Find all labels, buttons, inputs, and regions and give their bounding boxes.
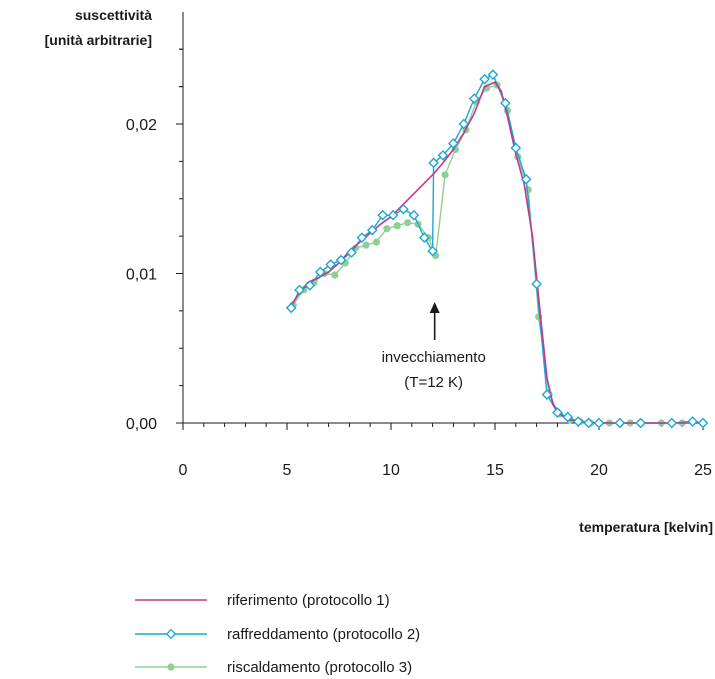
x-tick-labels: 0 5 10 15 20 25 (179, 462, 712, 479)
legend-swatch-marker (165, 628, 177, 640)
data-point (593, 417, 605, 429)
data-point (458, 118, 470, 130)
data-point (697, 417, 709, 429)
series-2 (285, 69, 709, 429)
data-point (419, 232, 430, 243)
data-point (468, 93, 480, 104)
y-tick-labels: 0,00 0,01 0,02 (126, 117, 157, 433)
y-axis-title-line2: [unità arbitrarie] (45, 32, 152, 48)
data-point (441, 171, 449, 179)
x-tick-label: 5 (283, 462, 292, 479)
y-tick-label: 0,01 (126, 267, 157, 284)
data-point (325, 259, 336, 270)
legend-swatch-marker (167, 663, 175, 671)
data-point (427, 245, 438, 257)
data-point (387, 209, 399, 221)
y-axis-title-line1: suscettività (75, 7, 152, 23)
data-point (404, 219, 412, 227)
data-point (393, 222, 401, 230)
data-point (408, 209, 420, 221)
annotation-line2: (T=12 K) (404, 374, 463, 391)
data-point (285, 302, 297, 314)
data-point (541, 389, 553, 400)
data-point (377, 209, 388, 221)
legend-label: riferimento (protocollo 1) (227, 592, 390, 609)
data-point (383, 225, 391, 233)
data-point (367, 224, 378, 236)
data-point (356, 232, 368, 243)
data-point (614, 417, 626, 429)
data-point (346, 247, 357, 258)
data-point (479, 73, 490, 85)
legend-item-3: riscaldamento (protocollo 3) (135, 659, 412, 676)
data-point (500, 97, 511, 109)
series-2-markers (285, 69, 709, 429)
data-point (687, 416, 698, 427)
data-point (398, 203, 409, 215)
legend: riferimento (protocollo 1) raffreddamento… (135, 592, 420, 676)
data-point (315, 266, 326, 278)
data-point (304, 280, 316, 291)
data-point (520, 174, 532, 185)
data-point (372, 238, 381, 246)
legend-label: raffreddamento (protocollo 2) (227, 626, 420, 643)
data-point (487, 69, 499, 80)
y-tick-label: 0,00 (126, 416, 157, 433)
data-point (562, 411, 574, 423)
legend-label: riscaldamento (protocollo 3) (227, 659, 412, 676)
legend-item-2: raffreddamento (protocollo 2) (135, 626, 420, 643)
data-point (448, 138, 459, 149)
x-tick-label: 0 (179, 462, 188, 479)
series-layer (285, 69, 709, 429)
x-axis-title: temperatura [kelvin] (579, 519, 713, 535)
x-tick-label: 15 (486, 462, 504, 479)
axes (176, 12, 707, 430)
data-point (531, 278, 542, 290)
data-point (552, 407, 563, 418)
y-tick-label: 0,02 (126, 117, 157, 134)
data-point (572, 416, 584, 427)
data-point (294, 284, 305, 296)
legend-item-1: riferimento (protocollo 1) (135, 592, 390, 609)
data-point (583, 417, 594, 429)
data-point (635, 417, 646, 429)
annotation-line1: invecchiamento (382, 349, 486, 366)
data-point (510, 142, 522, 154)
data-point (362, 241, 370, 249)
annotation-arrow-head (429, 302, 440, 313)
data-point (331, 271, 339, 279)
data-point (666, 417, 678, 429)
x-tick-label: 20 (590, 462, 608, 479)
data-point (437, 150, 449, 161)
data-point (335, 254, 347, 266)
x-tick-label: 10 (382, 462, 400, 479)
x-tick-label: 25 (694, 462, 712, 479)
aging-annotation: invecchiamento (T=12 K) (382, 302, 486, 391)
data-point (428, 157, 439, 169)
